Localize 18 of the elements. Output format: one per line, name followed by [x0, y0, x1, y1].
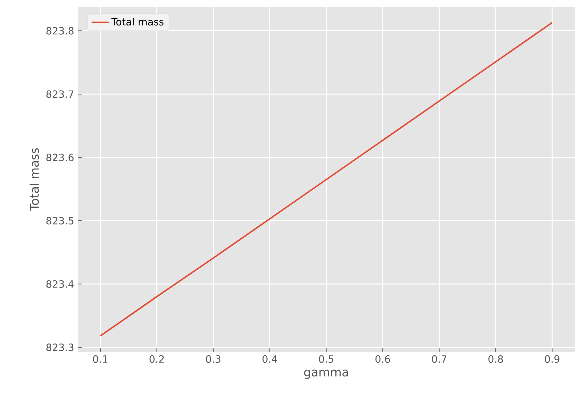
x-tick-label: 0.5 [319, 356, 334, 364]
x-tick-label: 0.1 [93, 356, 108, 364]
x-tick-label: 0.6 [376, 356, 390, 364]
y-tick-label: 823.8 [46, 27, 74, 35]
y-tick-label: 823.7 [46, 90, 74, 98]
x-tick-label: 0.3 [206, 356, 221, 364]
x-tick-label: 0.2 [150, 356, 164, 364]
y-tick-label: 823.4 [46, 280, 74, 288]
x-tick-label: 0.8 [488, 356, 504, 364]
x-tick-label: 0.7 [432, 356, 447, 364]
y-tick-label: 823.5 [46, 217, 74, 225]
y-axis-title: Total mass [30, 148, 40, 212]
y-tick-label: 823.3 [46, 344, 74, 352]
legend-label: Total mass [112, 18, 164, 26]
y-tick-label: 823.6 [46, 154, 74, 162]
x-tick-label: 0.4 [262, 356, 278, 364]
x-tick-label: 0.9 [545, 356, 560, 364]
x-axis-title: gamma [304, 370, 348, 380]
